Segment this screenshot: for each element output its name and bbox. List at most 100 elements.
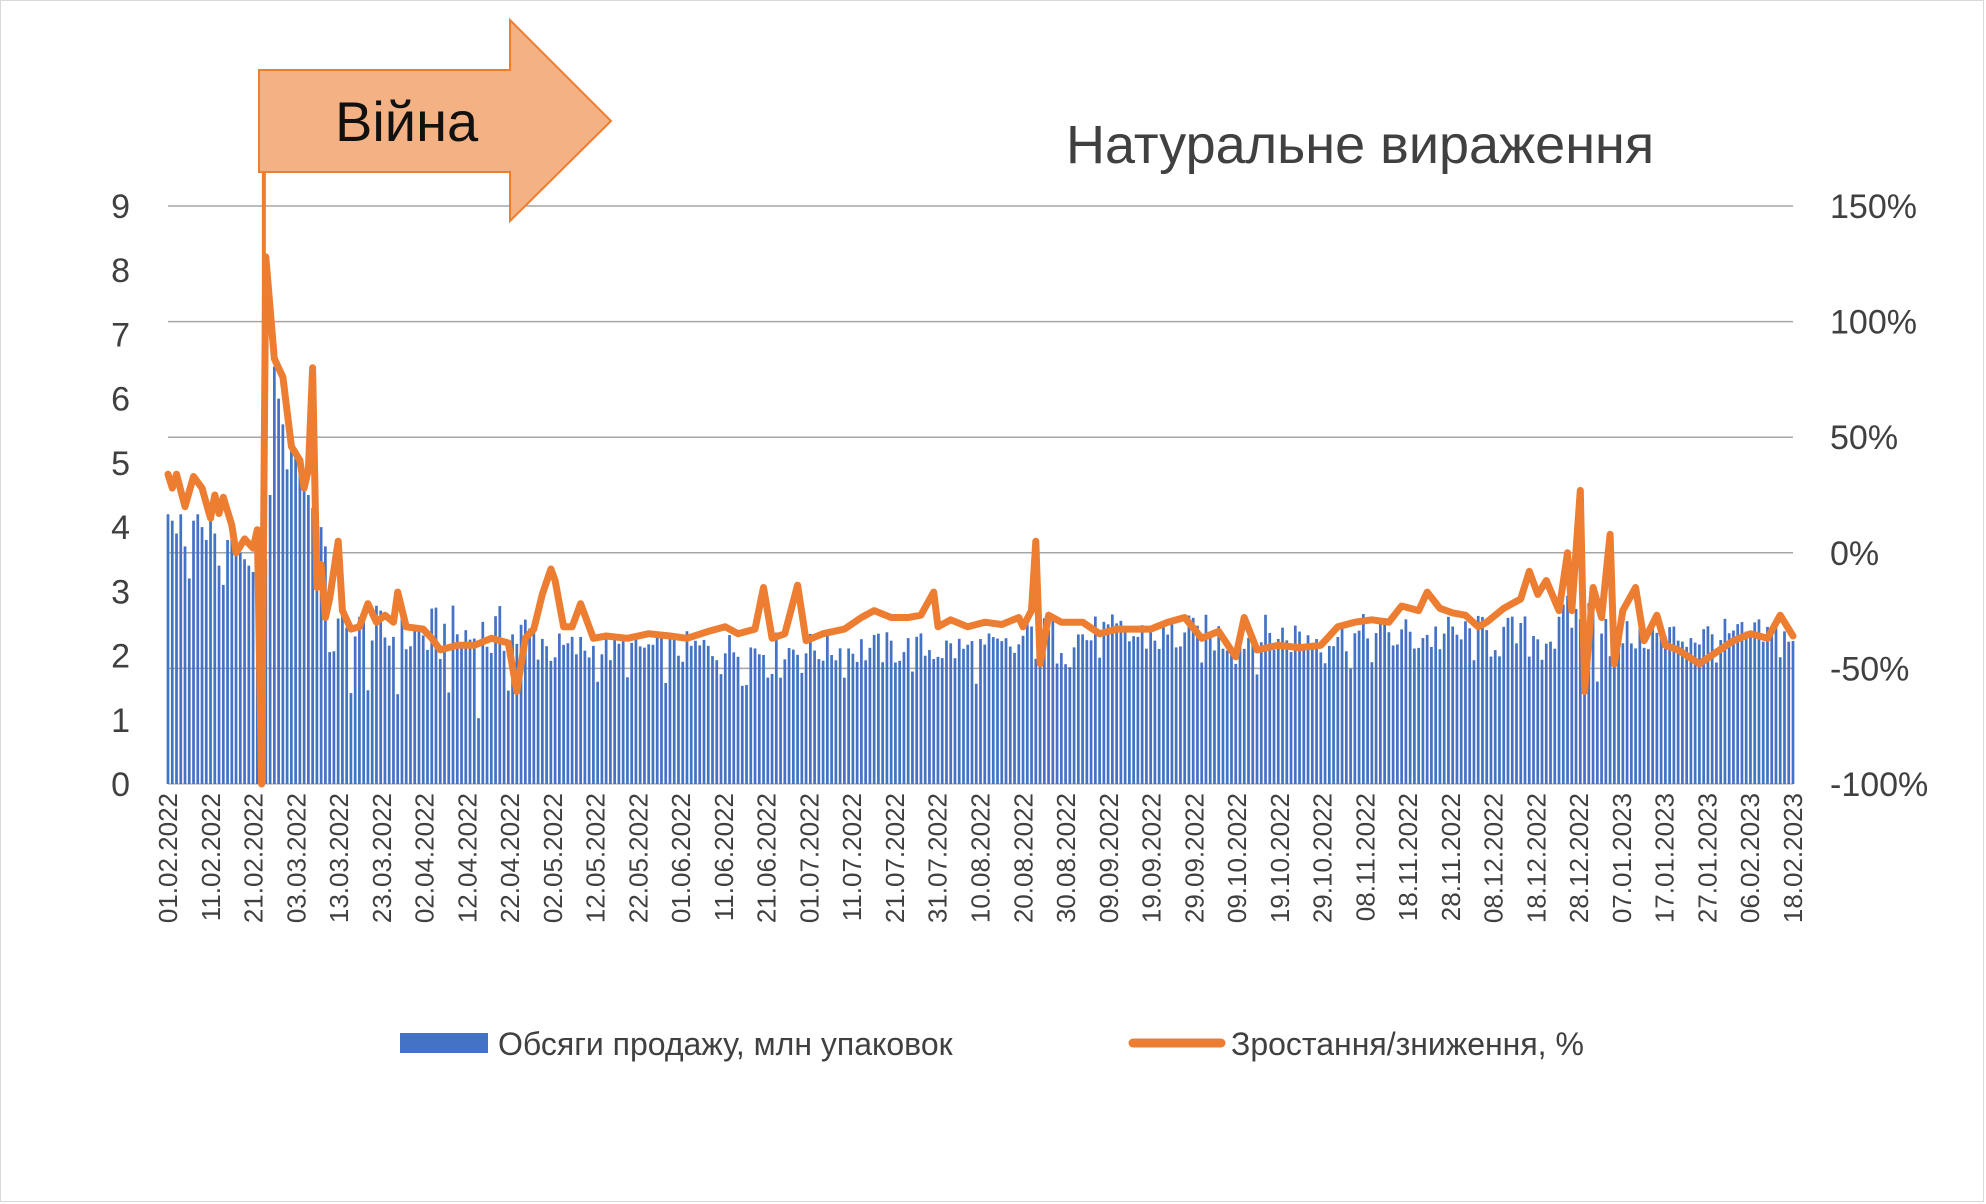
bar [1336, 637, 1340, 784]
bar [1225, 650, 1229, 784]
bar [243, 559, 246, 784]
bar [332, 651, 336, 784]
bar [779, 677, 782, 784]
x-tick-label: 19.09.2022 [1137, 793, 1167, 923]
bar [489, 652, 493, 784]
bar [1157, 649, 1161, 784]
bar [936, 656, 940, 784]
x-tick-label: 01.06.2022 [666, 793, 696, 923]
bar [217, 565, 221, 784]
bar [592, 645, 595, 784]
bar [1221, 648, 1225, 784]
x-tick-label: 10.08.2022 [966, 793, 996, 923]
bar [1051, 617, 1055, 784]
bar [1532, 636, 1535, 784]
bar [881, 662, 885, 784]
bar [545, 646, 548, 784]
bar [1119, 620, 1123, 784]
bar [1162, 622, 1165, 784]
bar [762, 654, 765, 784]
bar [1230, 647, 1233, 784]
bar [1179, 646, 1182, 784]
bar [519, 624, 523, 784]
x-tick-label: 22.05.2022 [623, 793, 653, 923]
bar [1472, 660, 1476, 784]
bar [1557, 616, 1561, 784]
bar [1370, 662, 1374, 784]
y-right-tick: -50% [1830, 650, 1909, 688]
bar [1617, 624, 1620, 784]
bar [251, 572, 255, 784]
y-left-tick: 2 [111, 638, 130, 676]
bar [1259, 642, 1263, 784]
bar [868, 647, 872, 784]
bar [940, 658, 944, 784]
bar [1476, 615, 1480, 784]
x-tick-label: 09.09.2022 [1094, 793, 1124, 923]
y-left-tick: 1 [111, 702, 130, 740]
bar [1004, 638, 1008, 784]
bar [345, 627, 349, 784]
bar [1629, 643, 1633, 784]
bar [983, 644, 987, 784]
bar [523, 619, 527, 784]
bar [502, 650, 506, 784]
bar [872, 634, 876, 784]
bar [1753, 622, 1757, 784]
bar [1464, 621, 1467, 784]
bar [1111, 614, 1114, 784]
bar [945, 640, 948, 784]
x-tick-label: 17.01.2023 [1650, 793, 1680, 923]
bar [1344, 651, 1348, 784]
y-left-tick: 3 [111, 573, 130, 611]
bar [358, 616, 361, 784]
bar [528, 628, 531, 784]
bar [1217, 626, 1221, 784]
bar [1323, 663, 1327, 784]
bar [307, 495, 310, 784]
bar [196, 514, 200, 784]
gridlines [168, 205, 1793, 785]
bar [1140, 625, 1144, 784]
bar [838, 648, 842, 784]
bar [1102, 621, 1106, 784]
bar [902, 652, 906, 784]
bar [375, 605, 378, 784]
bar [1481, 616, 1484, 784]
x-tick-label: 12.05.2022 [581, 793, 611, 923]
bar [1204, 614, 1208, 784]
bar [643, 647, 646, 784]
bar [498, 606, 502, 784]
bar [1396, 644, 1399, 784]
bar [1187, 615, 1191, 784]
bar [1527, 656, 1531, 784]
bar [1791, 640, 1795, 784]
bar [1655, 632, 1659, 784]
bar [915, 636, 919, 784]
bar [1234, 663, 1238, 784]
bar [447, 692, 451, 784]
bar [1038, 646, 1042, 784]
bar [226, 539, 229, 784]
bar [1315, 639, 1318, 784]
bar [1115, 623, 1118, 784]
x-tick-label: 29.10.2022 [1308, 793, 1338, 923]
bar [706, 645, 710, 784]
bar [272, 366, 276, 784]
bar [1106, 624, 1110, 784]
bar [311, 507, 314, 784]
bar [1566, 595, 1569, 784]
bar [485, 646, 489, 784]
x-tick-label: 06.02.2023 [1735, 793, 1765, 923]
bar [1421, 638, 1425, 784]
bar [774, 632, 778, 784]
bar [1719, 640, 1723, 784]
bar [1638, 619, 1642, 784]
bar [1540, 659, 1544, 784]
bar [932, 659, 936, 784]
bar [796, 654, 799, 784]
bar [732, 652, 736, 784]
bar [885, 632, 889, 784]
bar [1276, 638, 1280, 784]
